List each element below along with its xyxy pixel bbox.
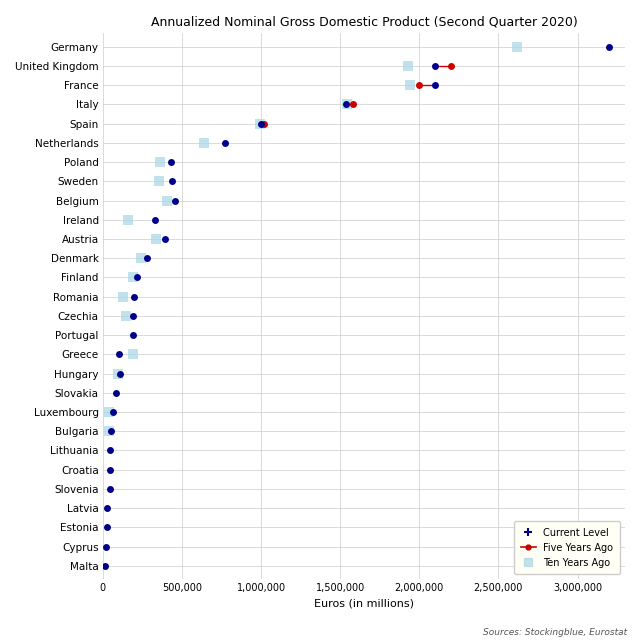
Point: [199, 138, 209, 148]
Point: [150, 234, 161, 244]
Point: [604, 42, 614, 52]
X-axis label: Euros (in millions): Euros (in millions): [314, 599, 414, 609]
Point: [115, 369, 125, 379]
Point: [128, 349, 138, 360]
Point: [118, 292, 129, 302]
Point: [341, 99, 351, 109]
Point: [162, 195, 172, 205]
Point: [403, 61, 413, 71]
Point: [104, 484, 115, 494]
Point: [256, 118, 266, 129]
Point: [255, 118, 266, 129]
Point: [348, 99, 358, 109]
Point: [159, 234, 170, 244]
Title: Annualized Nominal Gross Domestic Product (Second Quarter 2020): Annualized Nominal Gross Domestic Produc…: [150, 15, 577, 28]
Point: [108, 407, 118, 417]
Point: [102, 503, 112, 513]
Point: [142, 253, 152, 264]
Point: [104, 426, 115, 436]
Point: [154, 176, 164, 186]
Point: [414, 80, 424, 90]
Point: [446, 61, 456, 71]
Point: [123, 214, 133, 225]
Point: [128, 330, 138, 340]
Point: [132, 273, 142, 283]
Point: [100, 561, 110, 571]
Point: [111, 388, 122, 398]
Point: [512, 42, 522, 52]
Point: [167, 176, 177, 186]
Point: [155, 157, 165, 167]
Point: [104, 407, 115, 417]
Point: [106, 426, 116, 436]
Point: [128, 273, 138, 283]
Point: [129, 292, 139, 302]
Point: [430, 61, 440, 71]
Point: [105, 465, 115, 475]
Point: [150, 214, 160, 225]
Point: [121, 311, 131, 321]
Point: [166, 157, 176, 167]
Point: [342, 99, 353, 109]
Point: [220, 138, 230, 148]
Point: [259, 118, 269, 129]
Point: [115, 349, 125, 360]
Point: [404, 80, 415, 90]
Point: [128, 311, 138, 321]
Point: [136, 253, 147, 264]
Legend: Current Level, Five Years Ago, Ten Years Ago: Current Level, Five Years Ago, Ten Years…: [514, 521, 620, 575]
Text: Sources: Stockingblue, Eurostat: Sources: Stockingblue, Eurostat: [483, 628, 627, 637]
Point: [430, 80, 440, 90]
Point: [113, 369, 123, 379]
Point: [105, 445, 115, 456]
Point: [101, 541, 111, 552]
Point: [102, 522, 112, 532]
Point: [170, 195, 180, 205]
